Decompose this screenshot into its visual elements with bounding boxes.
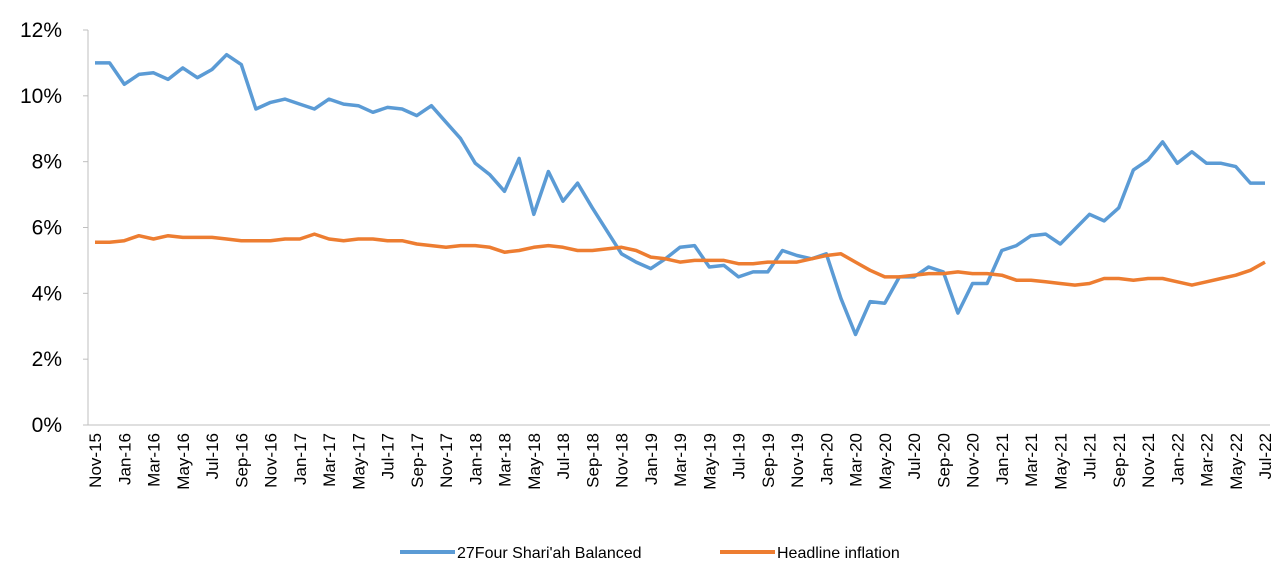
x-tick-label: Mar-19	[671, 433, 690, 487]
x-tick-label: Sep-17	[408, 433, 427, 488]
x-tick-label: May-21	[1051, 433, 1070, 490]
x-tick-label: Jan-20	[817, 433, 836, 485]
x-tick-label: Mar-21	[1022, 433, 1041, 487]
x-tick-label: Nov-15	[86, 433, 105, 488]
y-tick-label: 8%	[32, 151, 62, 174]
y-tick-label: 10%	[20, 85, 62, 108]
x-tick-label: Jan-16	[115, 433, 134, 485]
x-tick-label: Nov-20	[964, 433, 983, 488]
x-tick-label: Jan-18	[466, 433, 485, 485]
x-tick-label: Jul-20	[905, 433, 924, 479]
x-tick-label: Mar-17	[320, 433, 339, 487]
x-tick-label: Nov-17	[437, 433, 456, 488]
x-tick-label: Sep-18	[583, 433, 602, 488]
x-tick-label: May-19	[700, 433, 719, 490]
x-tick-label: Jan-17	[291, 433, 310, 485]
y-tick-label: 4%	[32, 282, 62, 305]
x-tick-label: Jul-21	[1081, 433, 1100, 479]
x-tick-label: May-18	[525, 433, 544, 490]
x-tick-label: Sep-19	[759, 433, 778, 488]
x-tick-label: May-16	[174, 433, 193, 490]
x-tick-label: Sep-16	[232, 433, 251, 488]
x-tick-label: Jul-16	[203, 433, 222, 479]
x-tick-label: Mar-20	[847, 433, 866, 487]
x-tick-label: Sep-20	[934, 433, 953, 488]
x-tick-label: Jan-21	[993, 433, 1012, 485]
x-tick-label: Sep-21	[1110, 433, 1129, 488]
y-tick-label: 2%	[32, 348, 62, 371]
x-tick-label: May-17	[349, 433, 368, 490]
y-tick-label: 0%	[32, 414, 62, 437]
x-tick-label: Jul-18	[554, 433, 573, 479]
x-tick-label: May-20	[876, 433, 895, 490]
x-tick-label: Nov-21	[1139, 433, 1158, 488]
legend-label: Headline inflation	[777, 545, 900, 562]
y-tick-label: 6%	[32, 217, 62, 240]
y-tick-label: 12%	[20, 19, 62, 42]
x-tick-label: Jul-19	[730, 433, 749, 479]
x-tick-label: Jan-22	[1168, 433, 1187, 485]
x-tick-label: Mar-22	[1198, 433, 1217, 487]
x-tick-label: Jan-19	[642, 433, 661, 485]
x-tick-label: Nov-16	[262, 433, 281, 488]
x-tick-label: Nov-18	[613, 433, 632, 488]
x-tick-label: Jul-22	[1256, 433, 1273, 479]
x-tick-label: Mar-18	[496, 433, 515, 487]
legend-label: 27Four Shari'ah Balanced	[457, 545, 642, 562]
x-tick-label: Jul-17	[379, 433, 398, 479]
x-tick-label: Nov-19	[788, 433, 807, 488]
x-tick-label: May-22	[1227, 433, 1246, 490]
series-line	[95, 232, 1266, 287]
x-tick-label: Mar-16	[145, 433, 164, 487]
series-line	[95, 52, 1265, 337]
